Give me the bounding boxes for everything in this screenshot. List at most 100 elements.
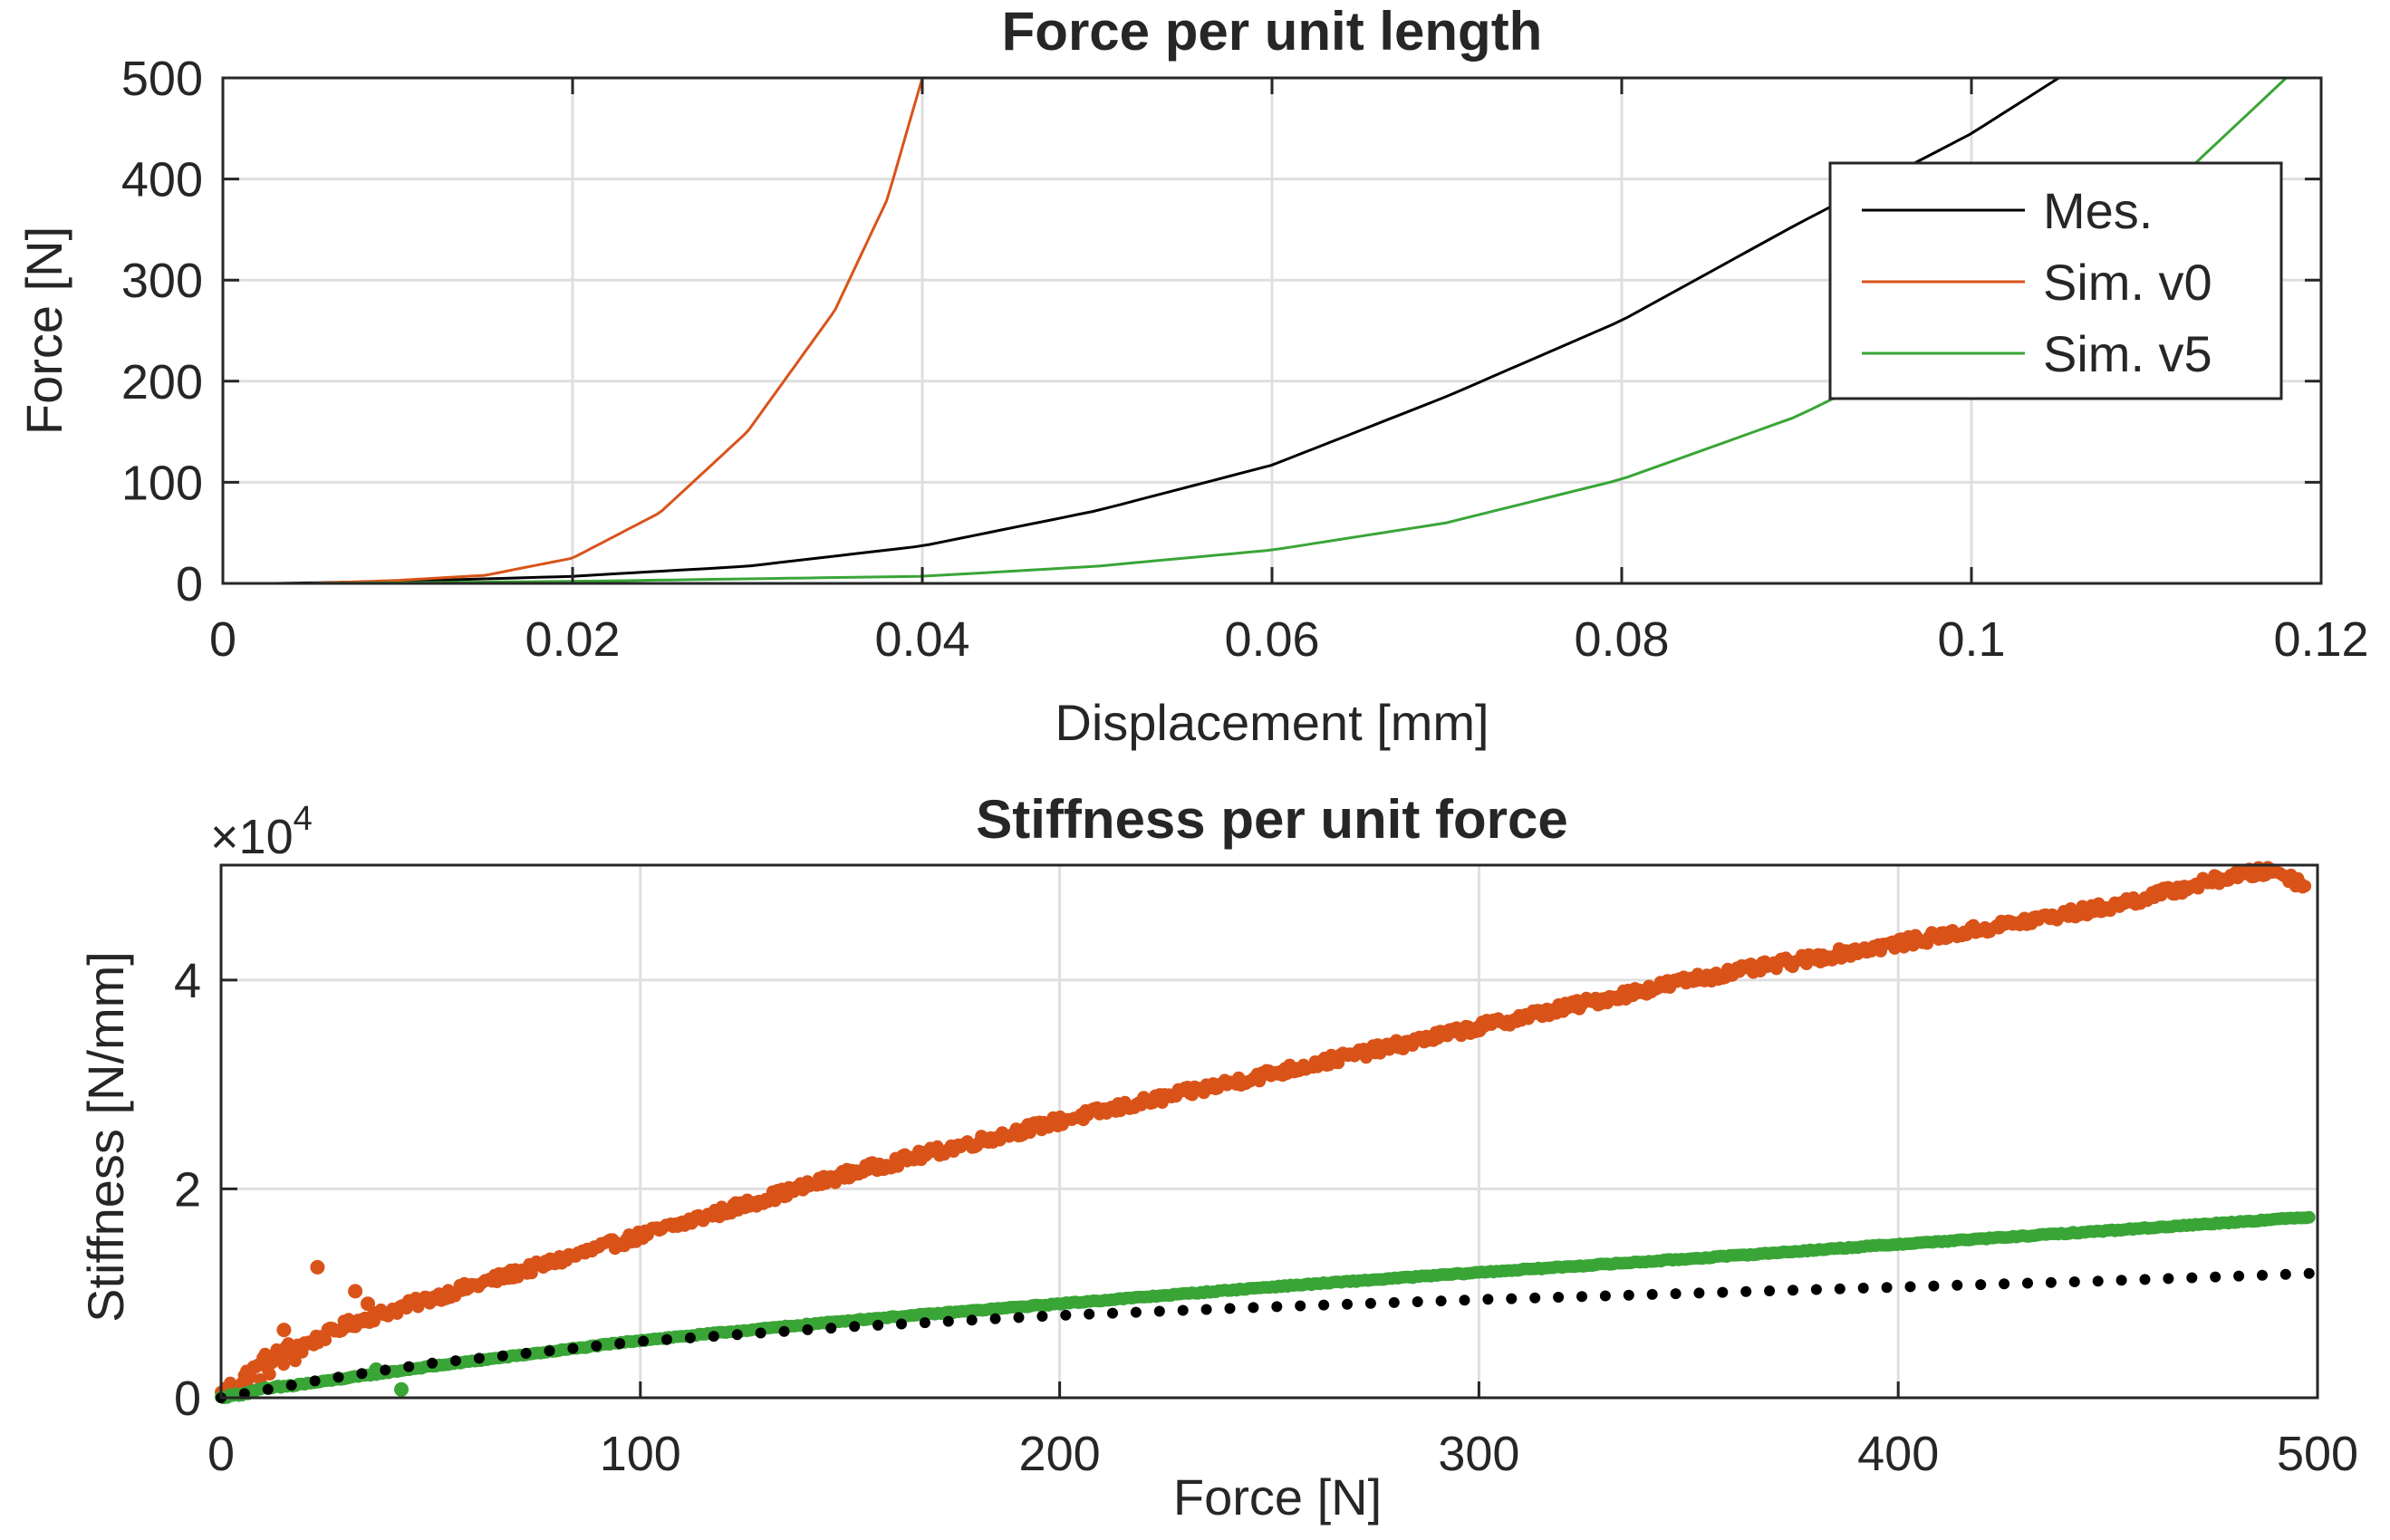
scatter-point [1271,1301,1283,1313]
scatter-point [1177,1304,1189,1316]
scatter-point [1788,1285,1798,1296]
bottom-xtick-label: 100 [600,1427,681,1481]
scatter-point [849,1321,861,1333]
scatter-point [1342,1298,1353,1310]
bottom-xtick-label: 500 [2277,1427,2358,1481]
bottom-plot-series [215,861,2316,1404]
bottom-plot-title: Stiffness per unit force [976,789,1567,850]
scatter-point [277,1358,291,1372]
scatter-point [1084,1308,1095,1320]
scatter-point [1952,1279,1963,1291]
force-displacement-plot: 0 0.02 0.04 0.06 0.08 0.1 0.12 0 100 200 300 400 500… [15,1,2369,751]
bottom-plot-ylabel: Stiffness [N/mm] [77,951,134,1323]
scatter-point [1388,1296,1400,1308]
legend-label-sim-v5: Sim. v5 [2043,325,2212,382]
scatter-point [1295,1300,1306,1312]
top-plot-ticks: 0 0.02 0.04 0.06 0.08 0.1 0.12 0 100 200 300 400 500 [121,52,2369,667]
scatter-point [896,1318,907,1330]
scatter-point [1482,1294,1494,1305]
top-ytick-label: 400 [121,153,203,207]
scatter-point [1834,1283,1846,1295]
top-ytick-label: 0 [176,557,203,611]
bottom-plot-exponent: ×104 [210,800,313,864]
scatter-outlier-point [276,1323,292,1338]
scatter-point [989,1313,1001,1324]
scatter-point [1412,1296,1423,1307]
scatter-point [755,1327,766,1339]
scatter-point [2022,1277,2033,1289]
scatter-point [1318,1299,1330,1311]
scatter-point [262,1383,274,1395]
scatter-point [1740,1285,1752,1297]
scatter-outlier-point [361,1296,375,1312]
top-series-line-sim-v0 [310,77,924,585]
scatter-point [567,1343,579,1354]
scatter-point [708,1331,719,1343]
scatter-point [1224,1303,1236,1314]
scatter-point [1717,1286,1729,1298]
scatter-point [1881,1282,1893,1294]
bottom-xtick-label: 300 [1438,1427,1519,1481]
top-series-line-mes- [275,76,2060,585]
scatter-point [1599,1290,1611,1302]
top-xtick-label: 0.06 [1224,612,1319,667]
scatter-point [2303,1267,2315,1279]
bottom-series-sim-v0 [215,861,2312,1404]
scatter-point [1623,1289,1634,1301]
scatter-point [544,1345,555,1357]
bottom-ytick-label: 0 [174,1372,201,1426]
scatter-point [2210,1271,2221,1283]
scatter-point [520,1347,532,1359]
scatter-point [919,1317,930,1329]
scatter-point [1646,1288,1658,1300]
scatter-point [263,1368,276,1381]
scatter-point [591,1340,602,1352]
scatter-point [1107,1307,1118,1319]
scatter-point [2115,1275,2127,1286]
scatter-point [1529,1292,1541,1304]
bottom-plot-ticks: 0 100 200 300 400 500 0 2 4 [174,954,2358,1481]
scatter-point [1036,1311,1048,1322]
scatter-point [1764,1285,1776,1296]
scatter-point [684,1332,696,1343]
top-plot-ylabel: Force [N] [15,226,72,435]
scatter-point [2186,1272,2198,1284]
scatter-point [872,1319,884,1331]
scatter-point [2045,1276,2057,1288]
bottom-ytick-label: 4 [174,954,201,1008]
scatter-point [2233,1270,2245,1282]
scatter-point [1200,1304,1212,1315]
scatter-outlier-point [310,1259,325,1275]
scatter-point [1013,1312,1025,1323]
top-ytick-label: 200 [121,355,203,409]
bottom-xtick-label: 400 [1857,1427,1939,1481]
scatter-point [1670,1288,1682,1300]
top-ytick-label: 100 [121,456,203,510]
top-plot-legend: Mes. Sim. v0 Sim. v5 [1828,161,2283,400]
scatter-point [1553,1292,1565,1303]
scatter-point [285,1380,297,1391]
top-ytick-label: 500 [121,52,203,106]
bottom-plot-axes-box [219,863,2319,1400]
scatter-point [258,1347,272,1361]
scatter-point [1435,1295,1447,1307]
top-xtick-label: 0 [209,612,236,667]
bottom-xtick-label: 200 [1019,1427,1101,1481]
scatter-point [238,1388,250,1400]
scatter-point [942,1315,954,1327]
bottom-series-mes- [216,1267,2315,1403]
scatter-point [1810,1284,1822,1295]
top-xtick-label: 0.04 [874,612,969,667]
scatter-point [403,1361,415,1372]
scatter-point [638,1335,650,1347]
scatter-point [614,1338,626,1350]
top-plot-xlabel: Displacement [mm] [1055,694,1489,751]
scatter-point [1130,1306,1142,1318]
scatter-point [2279,1268,2291,1280]
scatter-point [966,1314,978,1326]
bottom-series-sim-v5 [215,1210,2316,1404]
exponent-power: 4 [294,800,313,838]
scatter-point [1060,1309,1072,1321]
scatter-point [1364,1297,1376,1309]
scatter-point [1506,1293,1518,1304]
